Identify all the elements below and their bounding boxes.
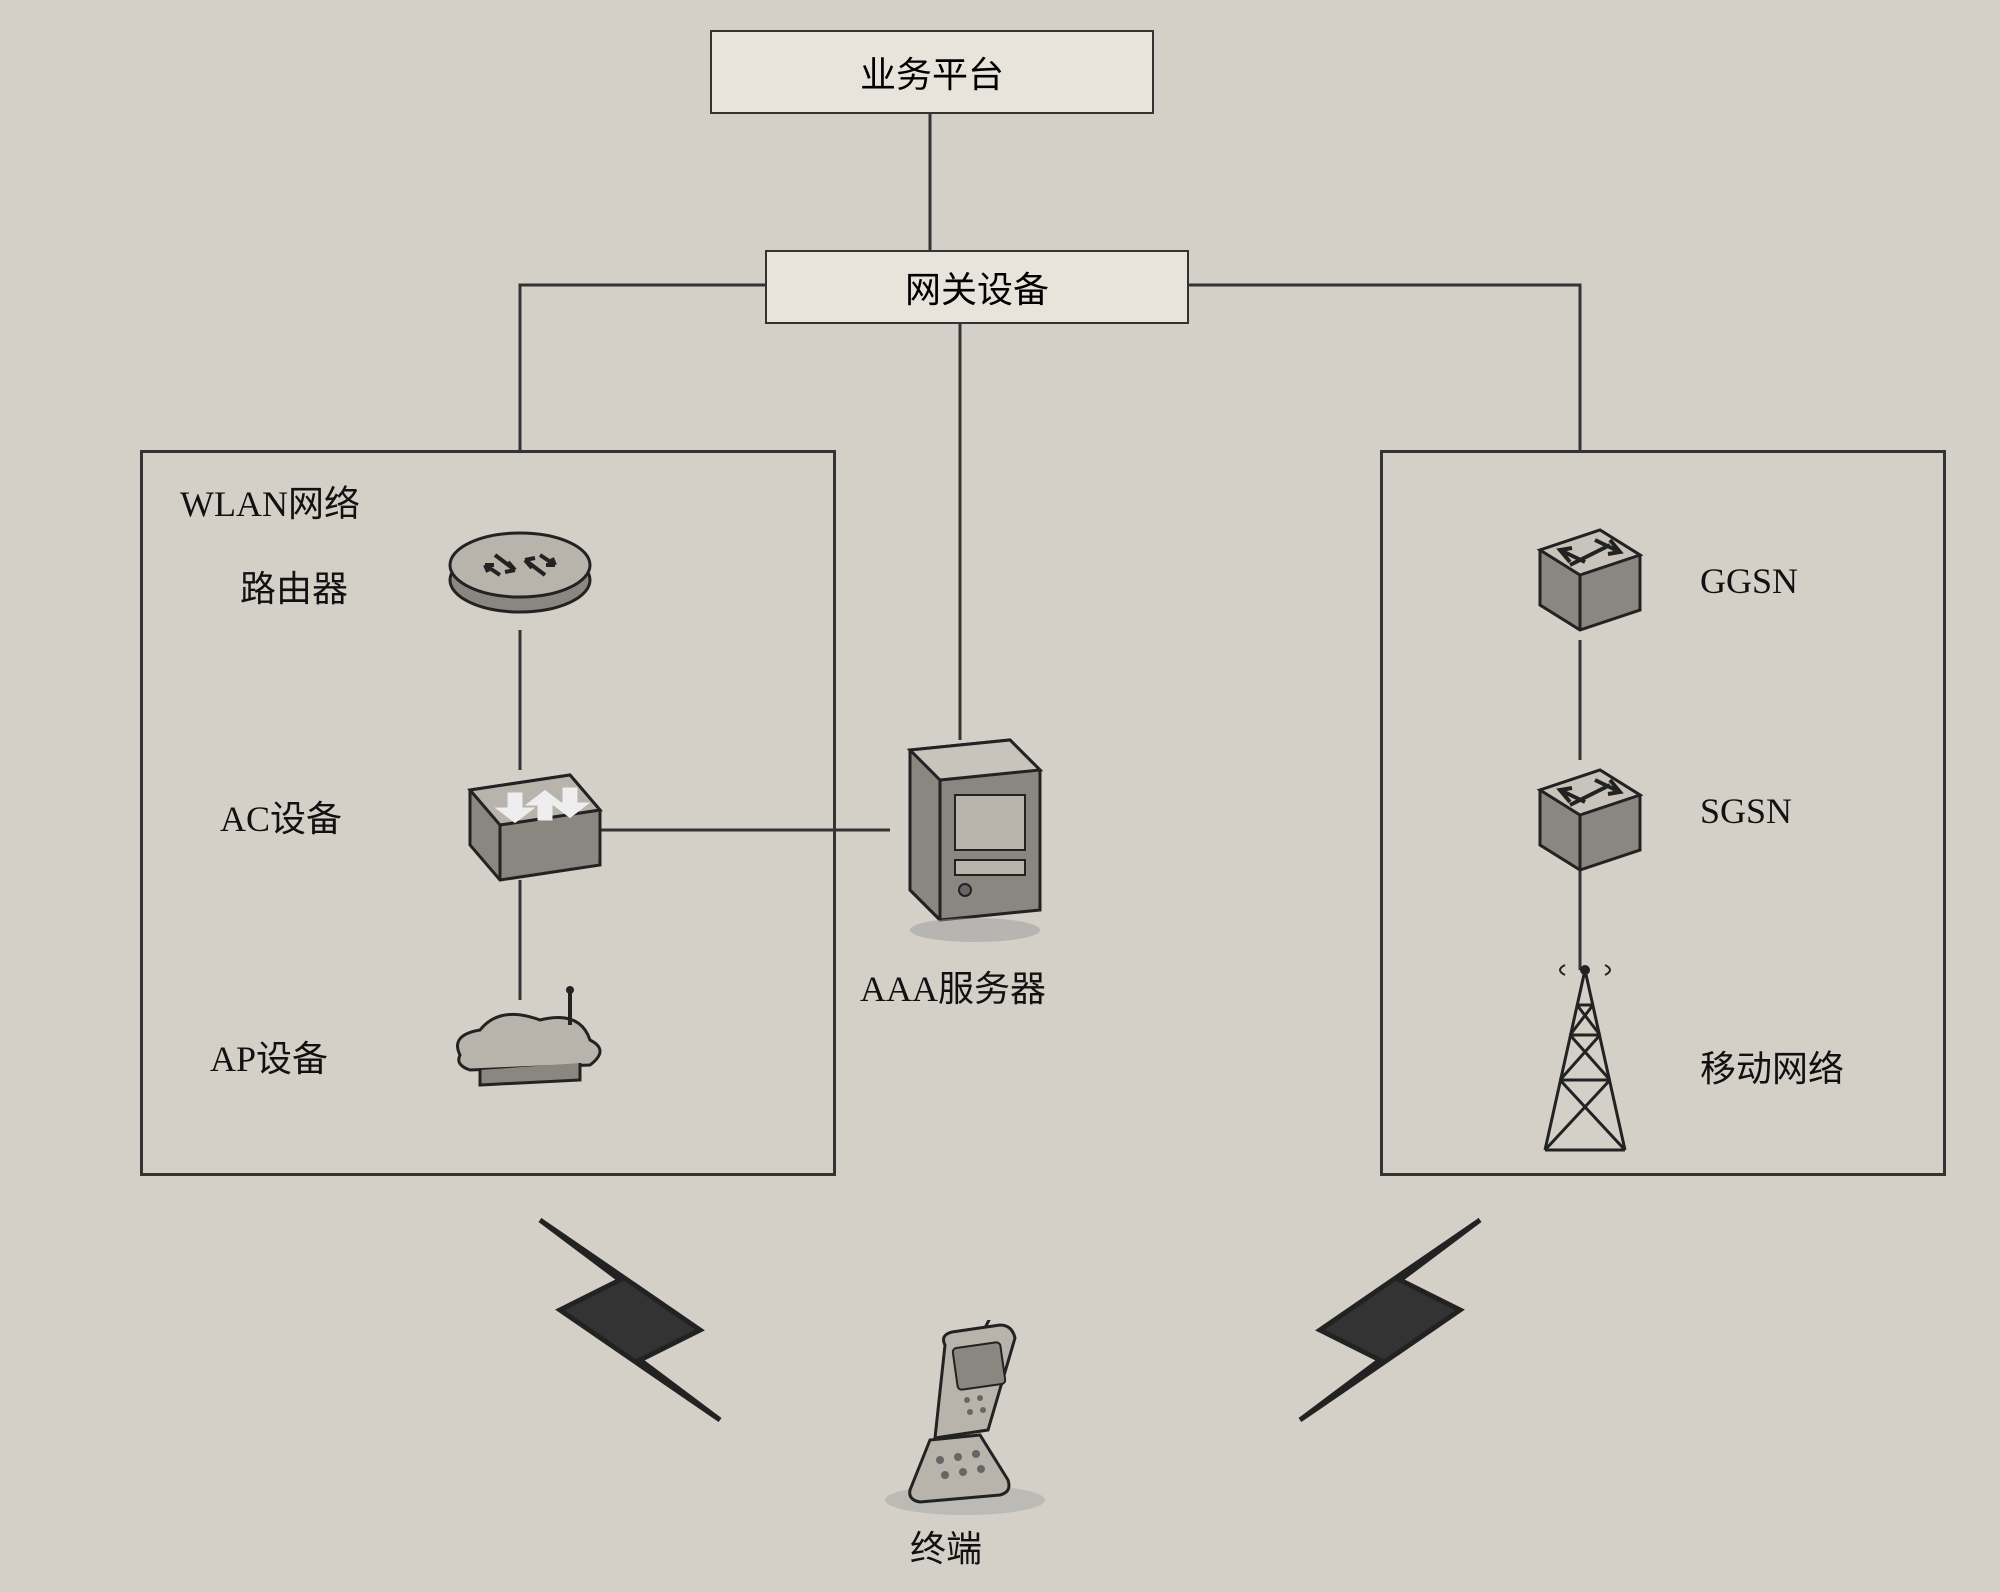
- router-icon: [440, 510, 600, 635]
- mobile-group: [1380, 450, 1946, 1176]
- router-label: 路由器: [240, 560, 348, 612]
- wlan-title: WLAN网络: [180, 475, 360, 527]
- ap-label: AP设备: [210, 1030, 328, 1082]
- mobile-network-label: 移动网络: [1700, 1040, 1844, 1092]
- service-platform-box: 业务平台: [710, 30, 1154, 114]
- diagram-canvas: 业务平台 网关设备 WLAN网络 路由器: [0, 0, 2000, 1592]
- terminal-label: 终端: [910, 1520, 982, 1572]
- ac-label: AC设备: [220, 790, 342, 842]
- sgsn-label: SGSN: [1700, 790, 1792, 832]
- tower-icon: [1520, 960, 1650, 1165]
- ggsn-label: GGSN: [1700, 560, 1798, 602]
- terminal-icon: [870, 1320, 1060, 1525]
- service-platform-label: 业务平台: [860, 46, 1004, 98]
- gateway-box: 网关设备: [765, 250, 1189, 324]
- gateway-label: 网关设备: [905, 261, 1049, 313]
- aaa-label: AAA服务器: [860, 960, 1046, 1012]
- aaa-server-icon: [870, 720, 1060, 955]
- ap-device-icon: [430, 985, 620, 1100]
- sgsn-icon: [1510, 750, 1660, 885]
- ac-device-icon: [450, 760, 610, 895]
- ggsn-icon: [1510, 510, 1660, 645]
